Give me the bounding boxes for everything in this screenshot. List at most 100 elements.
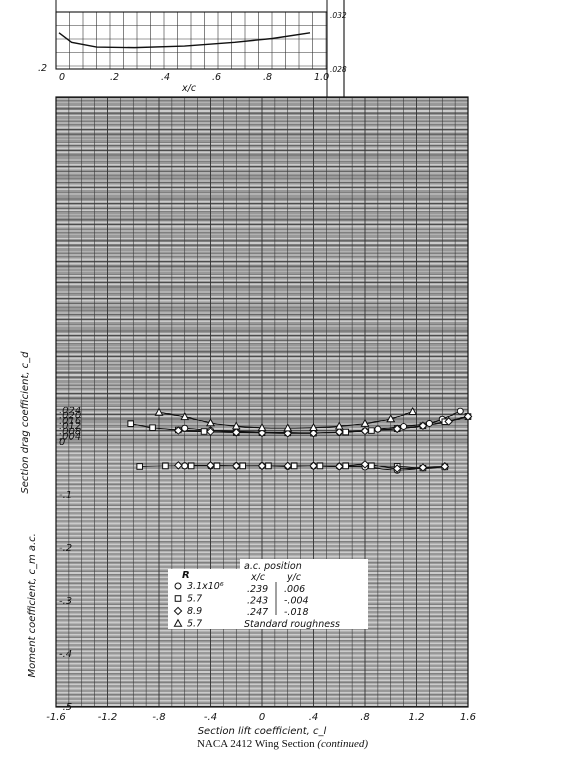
legend-marker-diamond	[173, 606, 183, 616]
moment-point-square	[368, 462, 375, 470]
moment-point-square	[136, 463, 143, 470]
legend-ac-title: a.c. position	[244, 561, 302, 572]
moment-tick-label: -.2	[59, 543, 72, 554]
moment-point-diamond	[334, 462, 344, 471]
drag-point-diamond	[463, 412, 473, 421]
drag-point-diamond	[418, 421, 428, 431]
moment-point-diamond	[392, 464, 402, 473]
drag-point-triangle	[360, 418, 370, 427]
legend-marker-circle	[174, 582, 182, 590]
drag-tick-label: .004	[59, 432, 81, 443]
drag-axis-label: Section drag coefficient, c_d	[20, 351, 31, 494]
drag-point-square	[149, 424, 156, 431]
drag-tick-label: .020	[59, 411, 81, 422]
moment-tick-label: 0	[59, 437, 65, 448]
legend-entry-label: 5.7	[187, 619, 202, 630]
moment-point-diamond	[360, 460, 370, 469]
moment-point-square	[213, 462, 221, 470]
drag-tick-label: .016	[59, 416, 81, 427]
legend-marker-square	[174, 595, 182, 602]
moment-tick-label: -.1	[59, 490, 72, 501]
section-shape-grid	[55, 0, 345, 97]
legend-ac-xc: .247	[247, 607, 268, 618]
legend-entry-label: 5.7	[187, 594, 202, 605]
legend-ac-xc: .243	[247, 596, 268, 607]
moment-point-diamond	[309, 461, 318, 471]
drag-point-triangle	[309, 422, 318, 431]
drag-point-triangle	[257, 422, 267, 432]
shape-x-tick-label: .8	[263, 72, 272, 83]
moment-tick-label: -.4	[59, 649, 72, 660]
drag-point-diamond	[231, 428, 241, 437]
x-tick-label: -.8	[152, 712, 165, 723]
drag-point-diamond	[360, 426, 370, 436]
shape-x-tick-label: .2	[110, 72, 119, 83]
moment-point-circle	[181, 462, 189, 470]
x-tick-label: 1.6	[460, 712, 476, 723]
legend-ac-yc: -.018	[284, 607, 309, 618]
drag-point-diamond	[444, 417, 453, 426]
shape-x-tick-label: 1.0	[314, 72, 329, 83]
moment-point-diamond	[231, 461, 241, 471]
x-tick-label: 1.2	[409, 712, 425, 723]
section-shape-line	[58, 32, 311, 49]
moment-point-square	[187, 462, 195, 470]
drag-point-circle	[400, 422, 408, 430]
x-tick-label: -1.6	[46, 712, 66, 723]
x-tick-label: -.4	[204, 712, 217, 723]
x-tick-label: .8	[360, 712, 370, 723]
drag-point-diamond	[283, 429, 293, 438]
x-tick-label: .4	[309, 712, 319, 723]
legend-entry-label: 8.9	[187, 606, 202, 617]
figure-caption: NACA 2412 Wing Section (continued)	[0, 738, 565, 750]
drag-point-triangle	[206, 418, 215, 427]
drag-point-triangle	[386, 414, 396, 423]
drag-point-triangle	[408, 406, 418, 415]
shape-y-tick-label: .2	[38, 63, 47, 74]
legend-entry-label: 3.1x10⁶	[187, 581, 224, 592]
drag-point-triangle	[180, 411, 190, 421]
drag-point-triangle	[334, 421, 344, 430]
moment-point-diamond	[257, 461, 267, 471]
legend-ac-xc: .239	[247, 584, 268, 595]
legend-r-header: R	[182, 570, 190, 581]
moment-point-diamond	[283, 461, 293, 471]
shape-x-tick-label: .4	[161, 72, 170, 83]
moment-point-square	[290, 462, 298, 470]
drag-point-circle	[181, 424, 189, 432]
drag-point-diamond	[257, 428, 267, 438]
shape-x-axis-label: x/c	[181, 83, 197, 94]
drag-point-circle	[374, 425, 382, 433]
plot-frame	[55, 96, 469, 708]
moment-point-square	[162, 462, 169, 470]
drag-point-triangle	[283, 423, 293, 432]
drag-tick-label: .012	[59, 421, 81, 432]
drag-point-triangle	[154, 407, 164, 416]
moment-point-diamond	[206, 461, 215, 470]
legend-ac-yc: .006	[284, 584, 305, 595]
right-column-label: .028	[330, 65, 347, 74]
drag-point-circle	[425, 419, 433, 427]
drag-tick-label: .024	[59, 405, 81, 416]
drag-point-diamond	[206, 427, 215, 436]
moment-point-square	[342, 462, 349, 470]
caption-prefix: NACA 2412 Wing Section	[196, 738, 315, 750]
legend-ac-header: y/c	[286, 572, 302, 583]
moment-point-square	[316, 462, 324, 470]
caption-suffix: (continued)	[317, 738, 369, 750]
drag-point-square	[200, 428, 208, 435]
legend-ac-yc: -.004	[284, 596, 309, 607]
moment-point-square	[265, 462, 272, 470]
drag-point-diamond	[334, 427, 344, 437]
legend-ac-header: x/c	[250, 572, 266, 583]
moment-point-diamond	[174, 461, 183, 470]
axis-labels: -1.6 -1.2 -.8 -.4 0 .4 .8 1.2 1.6 .004.008.012.01…	[20, 11, 476, 737]
drag-point-diamond	[174, 426, 183, 435]
drag-point-square	[368, 427, 375, 434]
x-tick-label: 0	[259, 712, 265, 723]
drag-point-square	[342, 428, 349, 436]
section-shape-layer	[58, 32, 311, 49]
legend-note: Standard roughness	[244, 619, 340, 630]
